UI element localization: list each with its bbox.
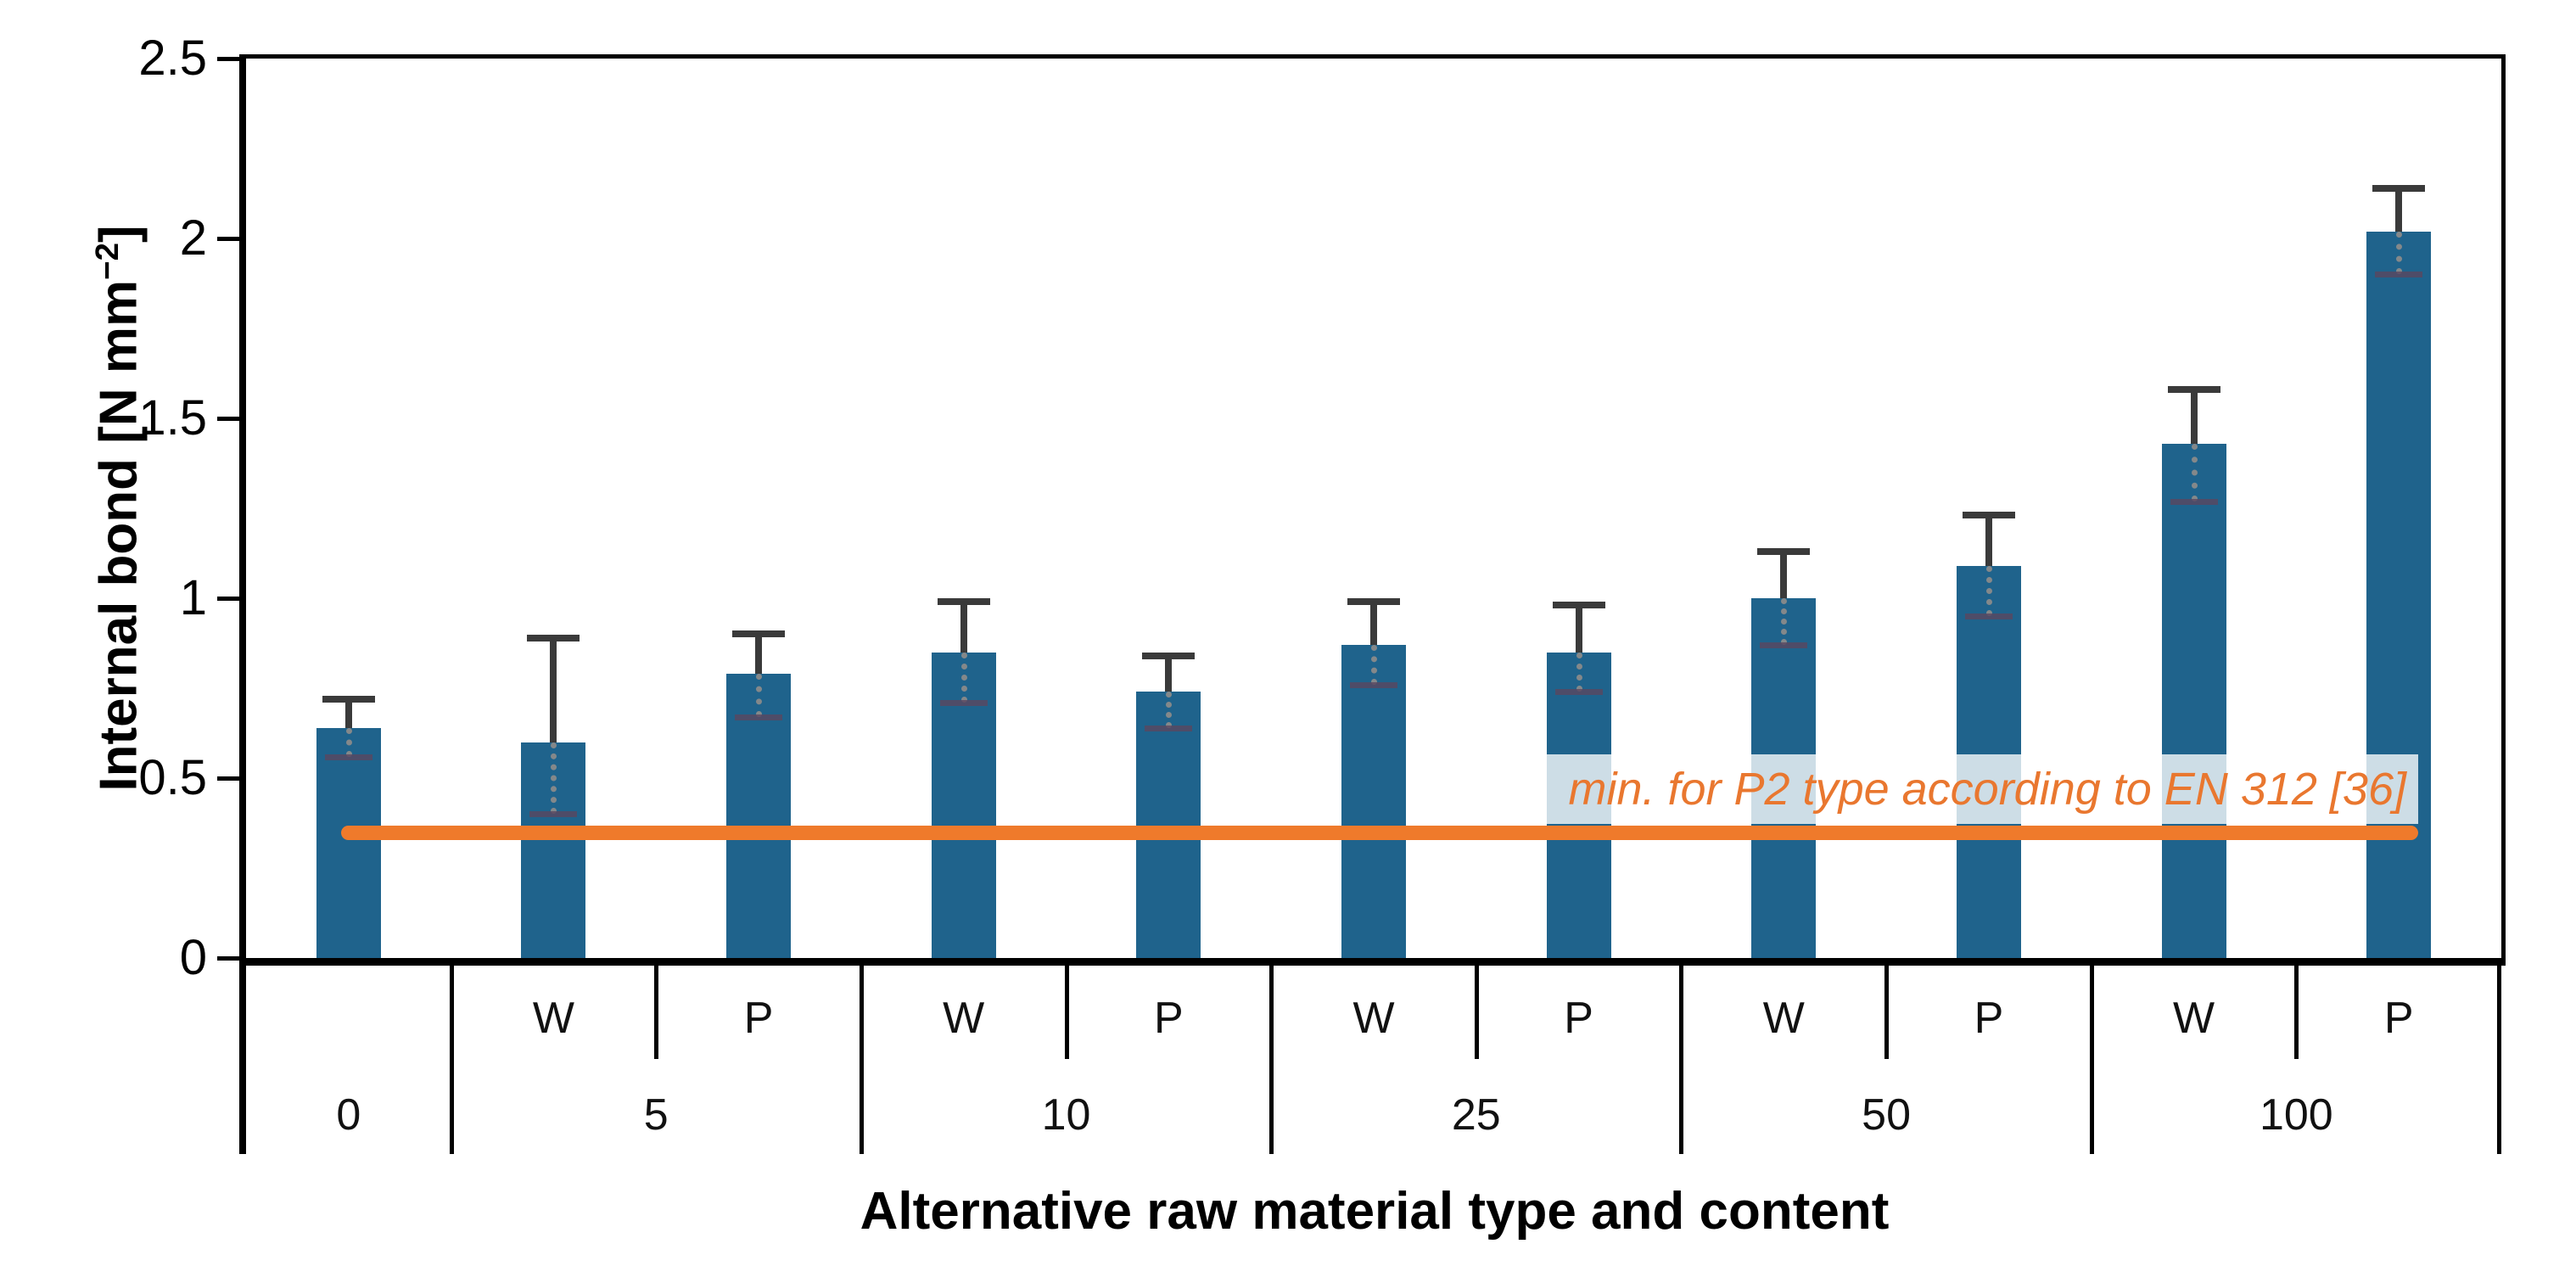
bar-P-4 (1136, 692, 1201, 958)
x-grid-group-separator (2089, 966, 2094, 1154)
error-bar-cap-bottom (939, 699, 988, 706)
error-bar-lower-dotted (1371, 645, 1377, 685)
bar-W-9 (2161, 443, 2226, 958)
bar-W-5 (1341, 645, 1406, 958)
error-bar-cap-bottom (2375, 272, 2423, 278)
y-axis-tick-label: 1 (179, 570, 207, 625)
error-bar-upper (1780, 551, 1788, 598)
y-axis-tick (217, 237, 239, 241)
error-bar-cap-bottom (1350, 681, 1397, 688)
error-bar-upper (1985, 515, 1992, 566)
error-bar-cap-top (2372, 184, 2426, 192)
error-bar-lower-dotted (345, 727, 352, 757)
x-grid-type-separator (2294, 966, 2299, 1059)
error-bar-lower-dotted (2396, 231, 2403, 275)
error-bar-cap-top (1962, 512, 2015, 519)
error-bar-cap-top (1757, 547, 1811, 555)
x-grid-group-separator (1269, 966, 1274, 1154)
y-axis-tick-label: 1.5 (138, 390, 207, 445)
error-bar-upper (344, 698, 352, 728)
x-label-type: P (1564, 994, 1593, 1043)
x-grid-type-separator (654, 966, 659, 1059)
error-bar-upper (1575, 605, 1582, 653)
error-bar-cap-bottom (2170, 498, 2218, 505)
x-label-content: 0 (336, 1090, 361, 1140)
x-label-content: 100 (2259, 1090, 2333, 1140)
bar-ref-0 (316, 727, 381, 958)
y-axis-tick (217, 597, 239, 601)
error-bar-upper (1165, 655, 1173, 692)
error-bar-lower-dotted (1166, 692, 1173, 728)
error-bar-lower-dotted (1985, 565, 1992, 617)
error-bar-upper (2190, 389, 2198, 444)
y-axis-title: Internal bond [N mm−2] (89, 225, 149, 791)
x-label-type: W (532, 994, 574, 1043)
error-bar-cap-top (322, 695, 375, 703)
error-bar-cap-bottom (1964, 613, 2013, 620)
x-label-content: 5 (643, 1090, 669, 1140)
y-axis-tick-label: 2.5 (138, 31, 207, 86)
x-label-type: P (2383, 994, 2414, 1043)
x-label-content: 25 (1451, 1090, 1501, 1140)
x-grid-left-edge (239, 966, 246, 1154)
x-label-type: W (1762, 994, 1805, 1043)
x-label-type: W (943, 994, 985, 1043)
error-bar-cap-top (2167, 386, 2220, 394)
x-label-content: 10 (1041, 1090, 1091, 1140)
error-bar-cap-bottom (324, 754, 372, 760)
bar-P-2 (726, 674, 792, 958)
y-axis-title-text: Internal bond [N mm (89, 279, 148, 792)
y-axis-tick (217, 956, 239, 961)
error-bar-cap-top (1347, 598, 1400, 606)
error-bar-upper (2395, 188, 2403, 232)
y-axis-tick-label: 0.5 (138, 750, 207, 805)
error-bar-cap-top (527, 634, 580, 642)
error-bar-cap-bottom (1554, 689, 1603, 696)
error-bar-cap-top (1552, 602, 1605, 609)
x-grid-right-edge (2497, 966, 2501, 1154)
error-bar-lower-dotted (1781, 598, 1788, 646)
x-label-type: W (1352, 994, 1395, 1043)
x-grid-type-separator (1884, 966, 1890, 1059)
error-bar-lower-dotted (756, 674, 763, 717)
threshold-line (341, 825, 2418, 840)
error-bar-lower-dotted (551, 742, 557, 815)
error-bar-upper (960, 602, 967, 653)
error-bar-cap-top (1142, 652, 1196, 659)
x-axis-title: Alternative raw material type and conten… (860, 1182, 1890, 1241)
x-label-type: P (1154, 994, 1184, 1043)
x-grid-type-separator (1474, 966, 1479, 1059)
threshold-label-background (1468, 754, 2418, 824)
error-bar-cap-bottom (735, 714, 783, 720)
error-bar-cap-bottom (529, 811, 578, 818)
y-axis-tick-label: 2 (179, 210, 207, 266)
x-grid-type-separator (1064, 966, 1069, 1059)
x-label-type: P (1974, 994, 2004, 1043)
x-grid-group-separator (859, 966, 864, 1154)
threshold-label: min. for P2 type according to EN 312 [36… (1568, 763, 2406, 815)
error-bar-lower-dotted (1576, 652, 1582, 692)
error-bar-upper (1370, 602, 1377, 646)
y-axis-tick (217, 57, 239, 61)
error-bar-cap-bottom (1145, 725, 1193, 731)
x-label-content: 50 (1862, 1090, 1911, 1140)
error-bar-cap-bottom (1760, 642, 1808, 649)
error-bar-upper (755, 634, 763, 675)
error-bar-upper (550, 637, 557, 742)
x-axis-label-grid: W P W P W P W P W P 0 5 10 25 50 100 (239, 966, 2506, 1161)
y-axis-tick (217, 417, 239, 421)
x-label-type: W (2172, 994, 2215, 1043)
error-bar-cap-top (937, 598, 990, 606)
error-bar-lower-dotted (2191, 443, 2198, 501)
x-label-type: P (743, 994, 774, 1043)
error-bar-cap-top (732, 630, 786, 638)
x-grid-group-separator (449, 966, 454, 1154)
plot-area: min. for P2 type according to EN 312 [36… (239, 54, 2506, 966)
bar-P-10 (2366, 231, 2432, 958)
error-bar-lower-dotted (960, 652, 967, 703)
y-axis-tick-label: 0 (179, 930, 207, 985)
x-grid-group-separator (1679, 966, 1684, 1154)
y-axis-tick (217, 776, 239, 781)
